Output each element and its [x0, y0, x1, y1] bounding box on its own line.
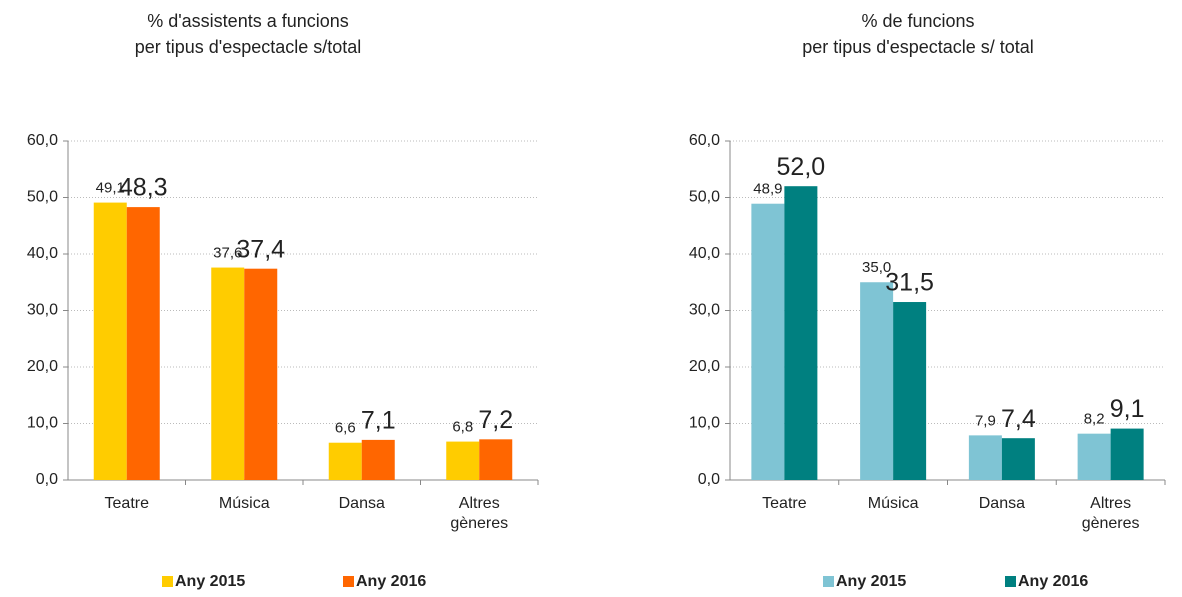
value-label: 37,6 — [213, 245, 242, 262]
value-label: 49,1 — [96, 180, 125, 197]
value-label: 9,1 — [1110, 395, 1145, 423]
value-label: 7,9 — [975, 412, 996, 429]
legend-swatch — [162, 576, 173, 587]
y-tick-label: 20,0 — [27, 358, 58, 375]
value-label: 7,1 — [361, 406, 396, 434]
legend-swatch — [343, 576, 354, 587]
bar — [968, 435, 1002, 480]
legend-label: Any 2015 — [175, 573, 245, 590]
bar — [784, 186, 818, 480]
x-tick-label: Altres gèneres — [450, 495, 509, 532]
value-label: 37,4 — [236, 235, 285, 263]
value-label: 7,4 — [1001, 405, 1036, 433]
bar — [893, 302, 927, 480]
bar — [1077, 433, 1111, 480]
x-tick-label: Dansa — [338, 495, 385, 512]
chart-title: per tipus d'espectacle s/ total — [802, 37, 1034, 57]
legend-label: Any 2016 — [356, 573, 426, 590]
bar — [1001, 438, 1035, 480]
value-label: 48,9 — [753, 181, 782, 198]
chart-title: % d'assistents a funcions — [147, 11, 349, 31]
bar — [1110, 428, 1144, 480]
value-label: 35,0 — [862, 259, 891, 276]
x-tick-label: Teatre — [104, 495, 149, 512]
y-tick-label: 0,0 — [698, 471, 720, 488]
value-label: 6,8 — [452, 419, 473, 436]
y-tick-label: 50,0 — [27, 189, 58, 206]
legend-label: Any 2016 — [1018, 573, 1088, 590]
bar — [211, 267, 245, 480]
bar — [446, 441, 480, 480]
value-label: 8,2 — [1084, 411, 1105, 428]
x-tick-label: Música — [218, 495, 270, 512]
y-tick-label: 60,0 — [689, 132, 720, 149]
bar — [860, 282, 894, 480]
chart-title: per tipus d'espectacle s/total — [135, 37, 362, 57]
bar — [126, 207, 160, 481]
y-tick-label: 60,0 — [27, 132, 58, 149]
chart-title: % de funcions — [861, 11, 974, 31]
bar — [751, 203, 785, 480]
legend-swatch — [1005, 576, 1016, 587]
bar — [361, 439, 395, 480]
y-tick-label: 0,0 — [36, 471, 58, 488]
y-tick-label: 30,0 — [689, 302, 720, 319]
y-tick-label: 10,0 — [689, 415, 720, 432]
value-label: 52,0 — [777, 153, 826, 181]
bar — [244, 268, 278, 480]
bar — [479, 439, 513, 480]
value-label: 7,2 — [478, 406, 513, 434]
bar — [93, 202, 127, 480]
legend-swatch — [823, 576, 834, 587]
y-tick-label: 10,0 — [27, 415, 58, 432]
value-label: 31,5 — [885, 269, 934, 297]
y-tick-label: 40,0 — [689, 245, 720, 262]
y-tick-label: 20,0 — [689, 358, 720, 375]
legend-label: Any 2015 — [836, 573, 906, 590]
x-tick-label: Teatre — [762, 495, 807, 512]
x-tick-label: Altres gèneres — [1081, 495, 1140, 532]
value-label: 6,6 — [335, 420, 356, 437]
y-tick-label: 30,0 — [27, 302, 58, 319]
x-tick-label: Música — [867, 495, 919, 512]
value-label: 48,3 — [119, 174, 168, 202]
x-tick-label: Dansa — [978, 495, 1025, 512]
bar — [328, 442, 362, 480]
y-tick-label: 50,0 — [689, 189, 720, 206]
y-tick-label: 40,0 — [27, 245, 58, 262]
